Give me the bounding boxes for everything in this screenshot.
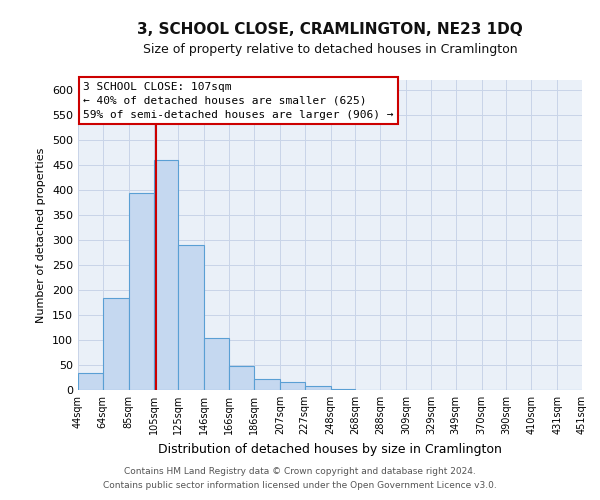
Bar xyxy=(154,160,178,390)
Bar xyxy=(331,389,355,390)
Bar xyxy=(305,386,331,390)
Bar xyxy=(103,298,129,390)
Text: 3, SCHOOL CLOSE, CRAMLINGTON, NE23 1DQ: 3, SCHOOL CLOSE, CRAMLINGTON, NE23 1DQ xyxy=(137,22,523,38)
Bar xyxy=(78,372,103,390)
Text: Contains public sector information licensed under the Open Government Licence v3: Contains public sector information licen… xyxy=(103,481,497,490)
Bar xyxy=(205,338,229,390)
Bar xyxy=(229,366,254,390)
Bar xyxy=(280,382,305,390)
Bar xyxy=(129,192,154,390)
Text: Size of property relative to detached houses in Cramlington: Size of property relative to detached ho… xyxy=(143,42,517,56)
Bar xyxy=(178,245,205,390)
X-axis label: Distribution of detached houses by size in Cramlington: Distribution of detached houses by size … xyxy=(158,442,502,456)
Text: 3 SCHOOL CLOSE: 107sqm
← 40% of detached houses are smaller (625)
59% of semi-de: 3 SCHOOL CLOSE: 107sqm ← 40% of detached… xyxy=(83,82,394,120)
Text: Contains HM Land Registry data © Crown copyright and database right 2024.: Contains HM Land Registry data © Crown c… xyxy=(124,467,476,476)
Bar xyxy=(254,379,280,390)
Y-axis label: Number of detached properties: Number of detached properties xyxy=(37,148,46,322)
